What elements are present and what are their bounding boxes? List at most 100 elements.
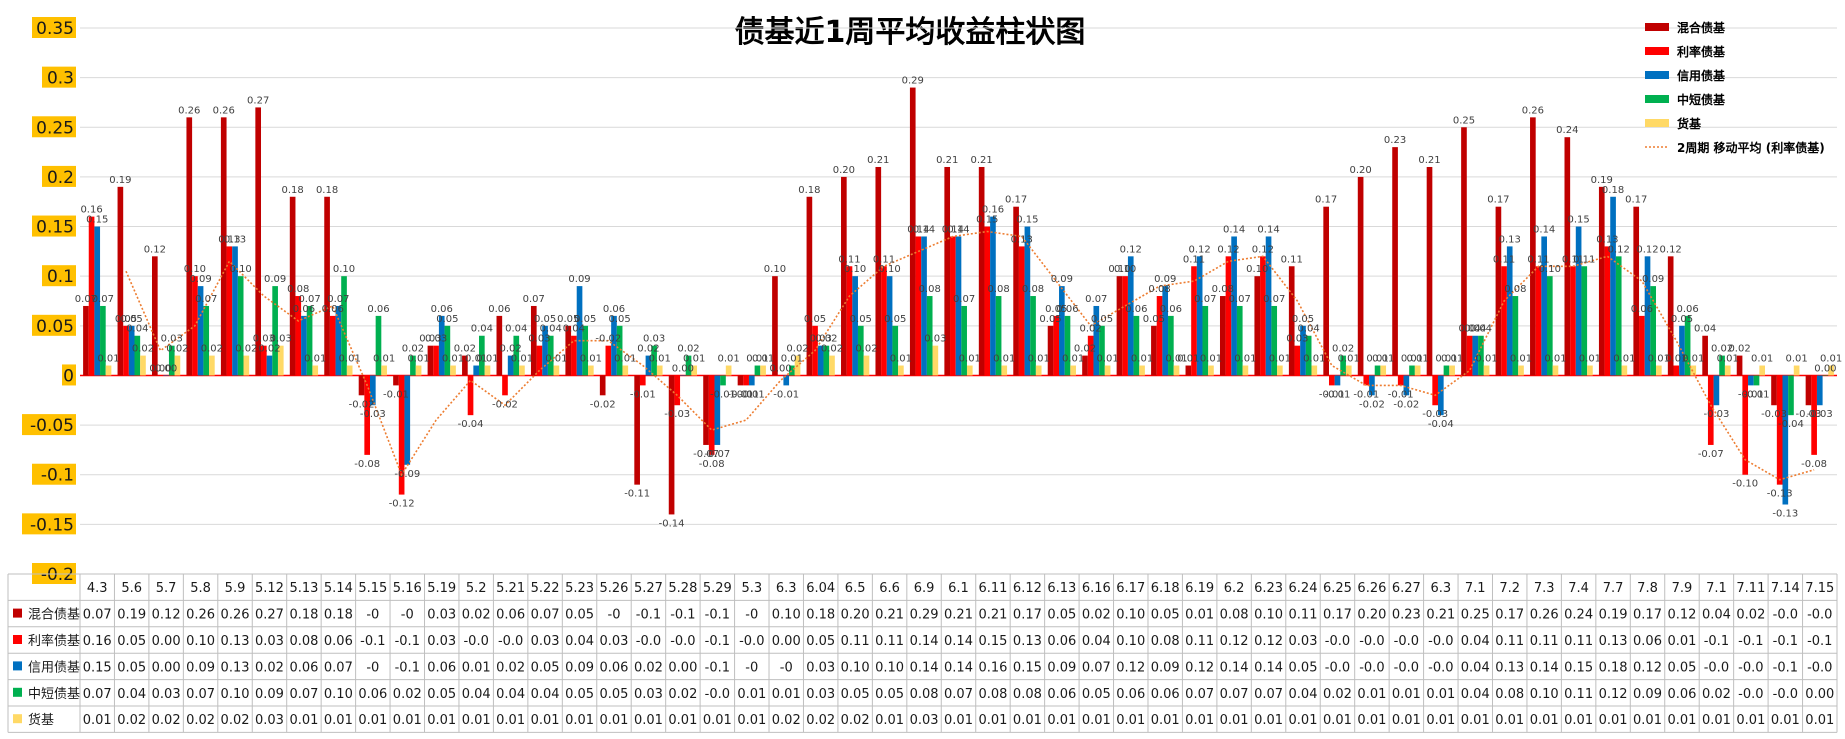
table-cell: 0.01 <box>944 713 973 728</box>
data-label: 0.03 <box>1286 334 1308 345</box>
table-cell: 0.14 <box>944 660 973 675</box>
data-label: 0.03 <box>419 334 441 345</box>
data-label: 0.14 <box>947 224 969 235</box>
table-cell: -0.1 <box>636 608 661 623</box>
bar <box>1541 236 1547 376</box>
bar <box>1035 365 1042 376</box>
x-tick-label: 6.9 <box>914 581 935 596</box>
bar <box>1644 256 1651 376</box>
y-tick-highlight <box>42 66 76 88</box>
table-cell: -0.0 <box>1359 634 1384 649</box>
data-label: 0.05 <box>557 314 579 325</box>
table-cell: 0.01 <box>875 713 904 728</box>
table-cell: 0.01 <box>427 713 456 728</box>
table-cell: 0.14 <box>1220 660 1249 675</box>
table-cell: -0.1 <box>360 634 385 649</box>
data-label: 0.02 <box>500 344 522 355</box>
bar <box>1748 375 1754 386</box>
table-cell: 0.01 <box>1357 713 1386 728</box>
bar <box>277 345 284 376</box>
bar <box>1828 365 1834 376</box>
bar <box>473 365 480 376</box>
table-cell: 0.21 <box>1426 608 1455 623</box>
table-cell: -0.1 <box>395 660 420 675</box>
data-label: 0.03 <box>161 334 183 345</box>
table-cell: 0.23 <box>1392 608 1421 623</box>
bar <box>1300 325 1306 376</box>
data-label: 0.06 <box>431 304 453 315</box>
data-label: 0.15 <box>1567 215 1589 226</box>
table-cell: 0.07 <box>1220 687 1249 702</box>
table-cell: 0.02 <box>117 713 146 728</box>
table-cell: 0.10 <box>772 608 801 623</box>
bar <box>1328 375 1335 386</box>
table-cell: 0.03 <box>806 660 835 675</box>
data-label: 0.15 <box>86 215 108 226</box>
y-tick-label: -0.2 <box>41 565 74 585</box>
data-label: 0.05 <box>850 314 872 325</box>
bar <box>168 345 175 376</box>
table-cell: 0.14 <box>910 660 939 675</box>
table-cell: 0.04 <box>117 687 146 702</box>
table-cell: 0.21 <box>978 608 1007 623</box>
data-label: 0.01 <box>1544 354 1566 365</box>
table-cell: 0.07 <box>324 660 353 675</box>
data-label: -0.01 <box>1744 389 1770 400</box>
data-label: 0.07 <box>1194 294 1216 305</box>
bar <box>966 365 973 376</box>
table-cell: 0.05 <box>117 660 146 675</box>
bar <box>656 365 663 376</box>
data-label: 0.26 <box>178 105 200 116</box>
data-label: 0.01 <box>407 354 429 365</box>
table-cell: 0.01 <box>1805 713 1834 728</box>
bar <box>261 345 267 376</box>
bar <box>1546 276 1553 376</box>
bar <box>1133 315 1140 376</box>
x-tick-label: 6.13 <box>1047 581 1076 596</box>
table-cell: 0.09 <box>1047 660 1076 675</box>
data-label: -0.08 <box>1801 459 1827 470</box>
legend-swatch <box>1645 95 1669 103</box>
table-cell: 0.01 <box>1220 713 1249 728</box>
bar <box>1116 276 1123 376</box>
bar <box>1288 266 1295 376</box>
table-series-name: 货基 <box>28 712 54 728</box>
data-label: 0.10 <box>1114 264 1136 275</box>
bar <box>1231 236 1237 376</box>
data-label: 0.06 <box>1125 304 1147 315</box>
bar <box>1782 375 1789 505</box>
table-cell: 0.06 <box>600 660 629 675</box>
bar <box>1713 375 1720 406</box>
bar <box>1334 375 1341 386</box>
data-label: -0.01 <box>1738 389 1764 400</box>
table-cell: -0.1 <box>705 660 730 675</box>
table-cell: 0.01 <box>1392 687 1421 702</box>
bar <box>1414 365 1421 376</box>
table-cell: 0.01 <box>1116 713 1145 728</box>
table-cell: 0.09 <box>565 660 594 675</box>
table-cell: -0.1 <box>670 608 695 623</box>
x-tick-label: 6.11 <box>978 581 1007 596</box>
data-label: 0.06 <box>603 304 625 315</box>
table-cell: 0.07 <box>186 687 215 702</box>
table-cell: -0.0 <box>1704 660 1729 675</box>
bar <box>875 166 882 376</box>
y-tick-label: 0 <box>63 366 74 386</box>
data-label: 0.04 <box>1694 324 1716 335</box>
table-cell: 0.15 <box>83 660 112 675</box>
data-label: 0.10 <box>844 264 866 275</box>
data-label: -0.07 <box>704 449 730 460</box>
bar <box>496 315 503 376</box>
bar <box>444 325 451 376</box>
bar <box>1082 355 1088 376</box>
data-label: 0.12 <box>1217 244 1239 255</box>
x-tick-label: 5.9 <box>225 581 246 596</box>
x-tick-label: 6.12 <box>1013 581 1042 596</box>
legend-label: 中短债基 <box>1677 92 1726 107</box>
table-legend-key <box>13 661 22 671</box>
bar <box>1254 276 1261 376</box>
table-cell: -0.0 <box>1325 634 1350 649</box>
x-tick-label: 6.1 <box>948 581 969 596</box>
bar <box>1185 365 1192 376</box>
table-cell: 0.25 <box>1461 608 1490 623</box>
